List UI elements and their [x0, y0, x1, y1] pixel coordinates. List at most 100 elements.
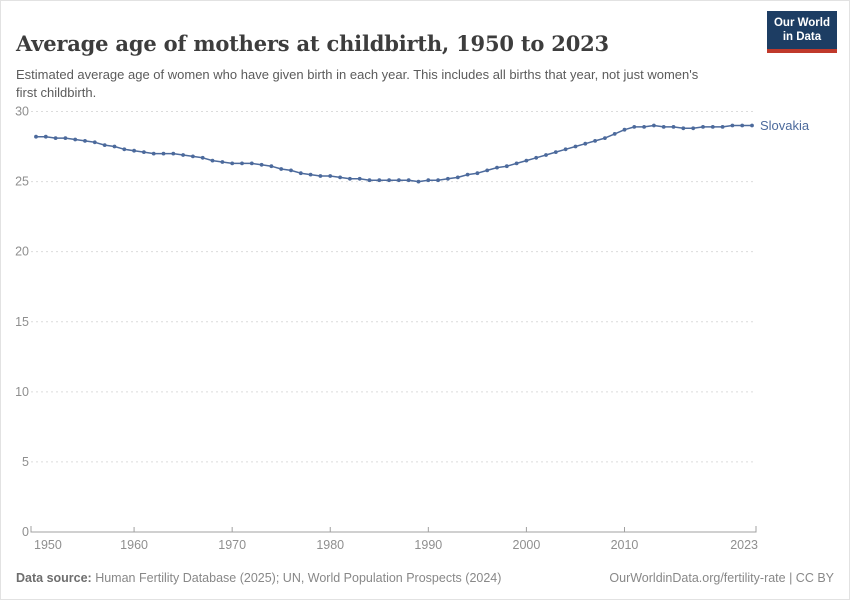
data-point[interactable] — [436, 178, 440, 183]
data-point[interactable] — [377, 178, 382, 183]
data-point[interactable] — [622, 127, 627, 132]
data-point[interactable] — [593, 139, 597, 143]
data-point[interactable] — [455, 175, 460, 180]
data-point[interactable] — [53, 136, 58, 141]
data-source-text: Human Fertility Database (2025); UN, Wor… — [91, 571, 502, 585]
data-point[interactable] — [230, 161, 235, 166]
data-point[interactable] — [465, 172, 470, 177]
x-tick-label: 1950 — [34, 538, 62, 552]
y-tick-label: 15 — [15, 315, 29, 329]
data-point[interactable] — [367, 178, 372, 183]
data-point[interactable] — [691, 126, 696, 131]
footer-link[interactable]: OurWorldinData.org/fertility-rate | CC B… — [609, 571, 834, 585]
data-point[interactable] — [426, 178, 431, 183]
y-tick-label: 5 — [22, 455, 29, 469]
owid-logo-line2: in Data — [782, 31, 822, 44]
data-point[interactable] — [132, 148, 137, 153]
data-point[interactable] — [161, 151, 166, 156]
data-point[interactable] — [671, 125, 676, 129]
data-source: Data source: Human Fertility Database (2… — [16, 571, 501, 585]
x-tick-label: 1990 — [414, 538, 442, 552]
data-point[interactable] — [259, 162, 264, 167]
owid-logo-line1: Our World — [773, 17, 830, 29]
data-source-label: Data source: — [16, 571, 92, 585]
data-point[interactable] — [406, 178, 411, 183]
y-tick-label: 10 — [15, 385, 29, 399]
data-point[interactable] — [348, 176, 352, 181]
data-point[interactable] — [573, 144, 578, 149]
series-end-label[interactable]: Slovakia — [760, 118, 810, 133]
data-point[interactable] — [730, 123, 735, 128]
data-point[interactable] — [83, 139, 87, 143]
data-point[interactable] — [338, 175, 342, 180]
data-point[interactable] — [357, 176, 362, 181]
chart-title: Average age of mothers at childbirth, 19… — [16, 31, 609, 57]
data-point[interactable] — [681, 126, 686, 131]
x-axis — [30, 526, 757, 533]
data-point[interactable] — [603, 136, 607, 141]
data-point[interactable] — [112, 144, 117, 149]
data-point[interactable] — [583, 141, 588, 146]
chart-footer: Data source: Human Fertility Database (2… — [16, 571, 834, 585]
chart-subtitle: Estimated average age of women who have … — [16, 67, 699, 101]
x-tick-label: 1970 — [218, 538, 246, 552]
data-point[interactable] — [240, 161, 244, 166]
data-point[interactable] — [720, 125, 725, 129]
data-point[interactable] — [289, 168, 293, 173]
data-point[interactable] — [191, 154, 195, 159]
data-point[interactable] — [102, 143, 107, 148]
data-point[interactable] — [142, 150, 146, 155]
data-point[interactable] — [308, 172, 313, 177]
data-point[interactable] — [171, 151, 176, 156]
data-point[interactable] — [495, 165, 499, 170]
x-tick-label: 2000 — [513, 538, 541, 552]
data-point[interactable] — [298, 171, 303, 176]
data-point[interactable] — [524, 158, 529, 163]
data-point[interactable] — [269, 164, 274, 169]
data-point[interactable] — [612, 132, 617, 136]
x-tick-label: 2010 — [611, 538, 639, 552]
data-point[interactable] — [563, 147, 568, 152]
owid-logo[interactable]: Our World in Data — [766, 11, 837, 53]
data-point[interactable] — [514, 161, 519, 166]
data-point[interactable] — [446, 176, 450, 181]
data-point[interactable] — [416, 179, 421, 184]
data-point[interactable] — [710, 125, 715, 129]
y-tick-label: 20 — [15, 245, 29, 259]
data-point[interactable] — [122, 147, 127, 152]
data-point[interactable] — [750, 123, 754, 128]
data-point[interactable] — [544, 153, 548, 157]
data-point[interactable] — [642, 125, 646, 129]
data-point[interactable] — [387, 178, 391, 183]
data-point[interactable] — [328, 174, 333, 178]
data-point[interactable] — [397, 178, 401, 183]
data-point[interactable] — [318, 174, 323, 178]
data-point[interactable] — [151, 151, 156, 156]
y-tick-label: 0 — [22, 525, 29, 539]
data-point[interactable] — [279, 167, 284, 171]
data-point[interactable] — [63, 136, 68, 141]
data-point[interactable] — [553, 150, 558, 155]
data-point[interactable] — [504, 164, 509, 169]
data-point[interactable] — [210, 158, 215, 163]
data-point[interactable] — [740, 123, 745, 128]
x-tick-label: 1980 — [316, 538, 344, 552]
data-point[interactable] — [534, 155, 539, 160]
data-point[interactable] — [92, 140, 97, 145]
data-point[interactable] — [485, 168, 490, 173]
data-point[interactable] — [34, 134, 38, 139]
data-point[interactable] — [475, 171, 480, 176]
data-point[interactable] — [652, 123, 656, 128]
data-point[interactable] — [249, 161, 254, 166]
data-point[interactable] — [632, 125, 637, 129]
data-point[interactable] — [181, 153, 186, 157]
data-point[interactable] — [701, 125, 705, 129]
data-point[interactable] — [200, 155, 205, 160]
data-point[interactable] — [220, 160, 225, 164]
data-point[interactable] — [73, 137, 78, 142]
y-tick-label: 25 — [15, 175, 29, 189]
data-point[interactable] — [661, 125, 666, 129]
data-point[interactable] — [43, 134, 48, 139]
